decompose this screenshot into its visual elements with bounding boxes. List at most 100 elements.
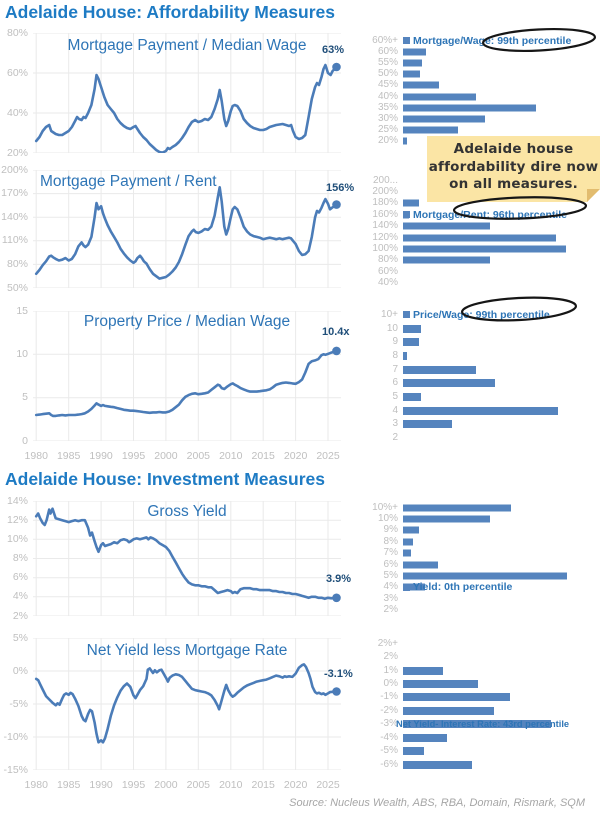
bar-category-label: -2% xyxy=(380,704,398,716)
legend: Price/Wage: 99th percentile xyxy=(403,309,550,321)
x-tick-label: 1980 xyxy=(24,779,48,791)
y-tick-label: 14% xyxy=(6,494,28,507)
bar xyxy=(403,747,424,756)
bar-category-label: 45% xyxy=(377,79,398,91)
x-tick-label: 2005 xyxy=(186,450,211,462)
bar-row: 20% xyxy=(368,136,600,147)
bar-category-label: 200% xyxy=(372,186,398,198)
bar-category-label: 2 xyxy=(392,432,398,444)
legend: Net Yield- Interest Rate: 43rd percentil… xyxy=(396,719,569,729)
bar-category-label: 3 xyxy=(392,418,398,430)
y-tick-label: 4% xyxy=(12,590,28,603)
y-tick-label: 5 xyxy=(22,391,28,404)
histogram-ny_hist: 2%+ 2% 1% 0% -1% -2% -3% Net Yield- Interest Ra… xyxy=(368,637,600,771)
bar xyxy=(403,379,495,388)
line-chart-mr_line: 200% 170% 140% 110% 80% 50% Mortgage Payment /… xyxy=(0,164,600,313)
bar xyxy=(403,199,419,207)
bar xyxy=(403,324,421,333)
y-tick-label: 10 xyxy=(16,347,28,360)
x-tick-label: 2005 xyxy=(186,779,211,791)
y-tick-label: 80% xyxy=(6,26,28,39)
bar-category-label: 4 xyxy=(392,404,398,416)
bar xyxy=(403,549,411,557)
x-tick-label: 1985 xyxy=(56,779,81,791)
bar-row: 140% xyxy=(368,221,600,232)
bar-category-label: -3% xyxy=(380,718,398,730)
x-tick-label: 2015 xyxy=(251,450,275,462)
plot-area-gy_line xyxy=(33,501,341,616)
chart-title: Mortgage Payment / Rent xyxy=(40,173,217,190)
bar xyxy=(403,245,566,253)
bar-row: 9% xyxy=(368,525,600,536)
bar-category-label: 180% xyxy=(372,197,398,209)
last-value-label: 10.4x xyxy=(322,326,350,338)
bar-category-label: 100% xyxy=(372,243,398,255)
bar xyxy=(403,126,458,134)
bar-row: 100% xyxy=(368,243,600,254)
bar-row: -5% xyxy=(368,745,600,758)
bar xyxy=(403,515,490,523)
bar xyxy=(403,365,476,374)
bar xyxy=(403,420,452,429)
x-tick-label: 2025 xyxy=(316,779,340,791)
line-chart-ny_line: 5% 0% -5% -10% -15% Net Yield less Mortgage R… xyxy=(0,632,600,795)
bar-category-label: 30% xyxy=(377,112,398,124)
bar-category-label: 55% xyxy=(377,56,398,68)
bar-category-label: -5% xyxy=(380,745,398,757)
bar-category-label: 6 xyxy=(392,377,398,389)
legend: Yield: 0th percentile xyxy=(403,581,512,593)
bar-category-label: 40% xyxy=(377,90,398,102)
bar-category-label: 10%+ xyxy=(372,501,398,513)
bar-row: 200... xyxy=(368,175,600,186)
bar xyxy=(403,504,511,512)
bar-row: 6% xyxy=(368,559,600,570)
bar-category-label: -1% xyxy=(380,691,398,703)
plot-area-pw_line xyxy=(33,311,341,441)
annotation-circle-mortgage-wage-icon xyxy=(481,28,597,52)
bar-category-label: 20% xyxy=(377,135,398,147)
legend-marker-icon xyxy=(403,311,410,319)
chart-title: Net Yield less Mortgage Rate xyxy=(86,642,288,659)
bar-category-label: 5% xyxy=(383,570,398,582)
bar-row: 10%+ xyxy=(368,502,600,513)
x-tick-label: 2000 xyxy=(154,779,178,791)
affordability-section-heading: Adelaide House: Affordability Measures xyxy=(5,2,335,22)
bar xyxy=(403,720,551,729)
bar xyxy=(403,137,407,145)
bar xyxy=(403,48,426,56)
bar-row: 7% xyxy=(368,548,600,559)
bar-row: 25% xyxy=(368,125,600,136)
bar-row: 2% xyxy=(368,650,600,663)
bar xyxy=(403,115,485,123)
y-tick-label: 110% xyxy=(1,234,28,247)
plot-area-ny_line xyxy=(33,638,341,770)
y-tick-label: -5% xyxy=(9,697,28,710)
annotation-circle-mortgage-rent-icon xyxy=(452,196,588,220)
bar-row: 4 xyxy=(368,404,600,418)
bar xyxy=(403,706,494,715)
bar-category-label: 10+ xyxy=(381,308,398,320)
bar-category-label: 8% xyxy=(383,535,398,547)
bar-category-label: 160% xyxy=(372,208,398,220)
bar-row: 30% xyxy=(368,113,600,124)
bar xyxy=(403,93,476,101)
bar-row: -6% xyxy=(368,758,600,771)
bar-category-label: 2% xyxy=(383,651,398,663)
bar-row: 8% xyxy=(368,536,600,547)
x-tick-label: 1980 xyxy=(24,450,48,462)
bar xyxy=(403,760,472,769)
bar xyxy=(403,693,510,702)
bar-row: 40% xyxy=(368,91,600,102)
note-text-line: Adelaide house xyxy=(453,141,574,157)
bar xyxy=(403,392,421,401)
line-chart-mw_line: 80% 60% 40% 20% Mortgage Payment / Median Wa… xyxy=(0,27,600,178)
legend-text: Price/Wage: 99th percentile xyxy=(413,308,550,321)
bar-category-label: 9 xyxy=(392,336,398,348)
y-tick-label: 20% xyxy=(6,146,28,159)
legend-marker-icon xyxy=(403,211,410,219)
y-tick-label: 2% xyxy=(12,609,28,622)
bar-category-label: 1% xyxy=(383,664,398,676)
x-tick-label: 2010 xyxy=(219,779,243,791)
bar-row: 60%+ Mortgage/Wage: 99th percentile xyxy=(368,35,600,47)
x-tick-label: 2020 xyxy=(283,450,308,462)
